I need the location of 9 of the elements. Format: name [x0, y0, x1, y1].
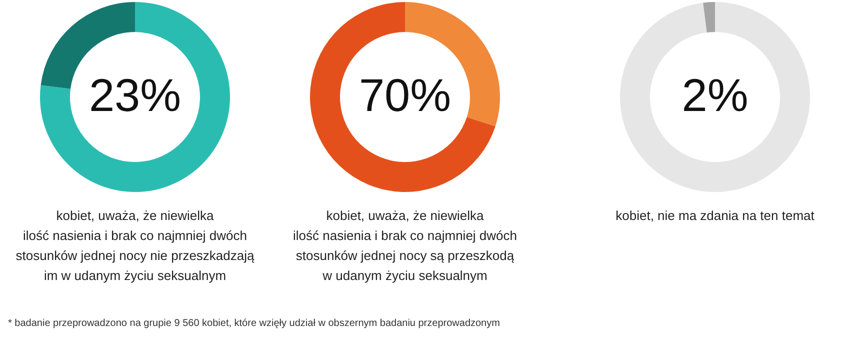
text: kobiet, uważa, że niewielka ilość nasienia i brak co najmniej dwóch stosunków jednej nocy są przeszkodą w udanym życiu seksualnym	[292, 208, 518, 283]
data-label: 2%	[682, 69, 748, 121]
donut-slice	[310, 2, 496, 192]
donut-slice	[40, 2, 230, 192]
data-label: 23%	[88, 69, 182, 121]
text: * badanie przeprowadzono na grupie 9 560 kobiet, które wzięły udział w obszernym badaniu przeprowadzonym	[8, 318, 500, 329]
text: kobiet, uważa, że niewielka ilość nasienia i brak co najmniej dwóch stosunków jednej nocy nie przeszkadzają im w udanym życiu seksualnym	[16, 208, 256, 283]
data-label: 70%	[358, 69, 452, 121]
text: kobiet, nie ma zdania na ten temat	[616, 208, 815, 223]
